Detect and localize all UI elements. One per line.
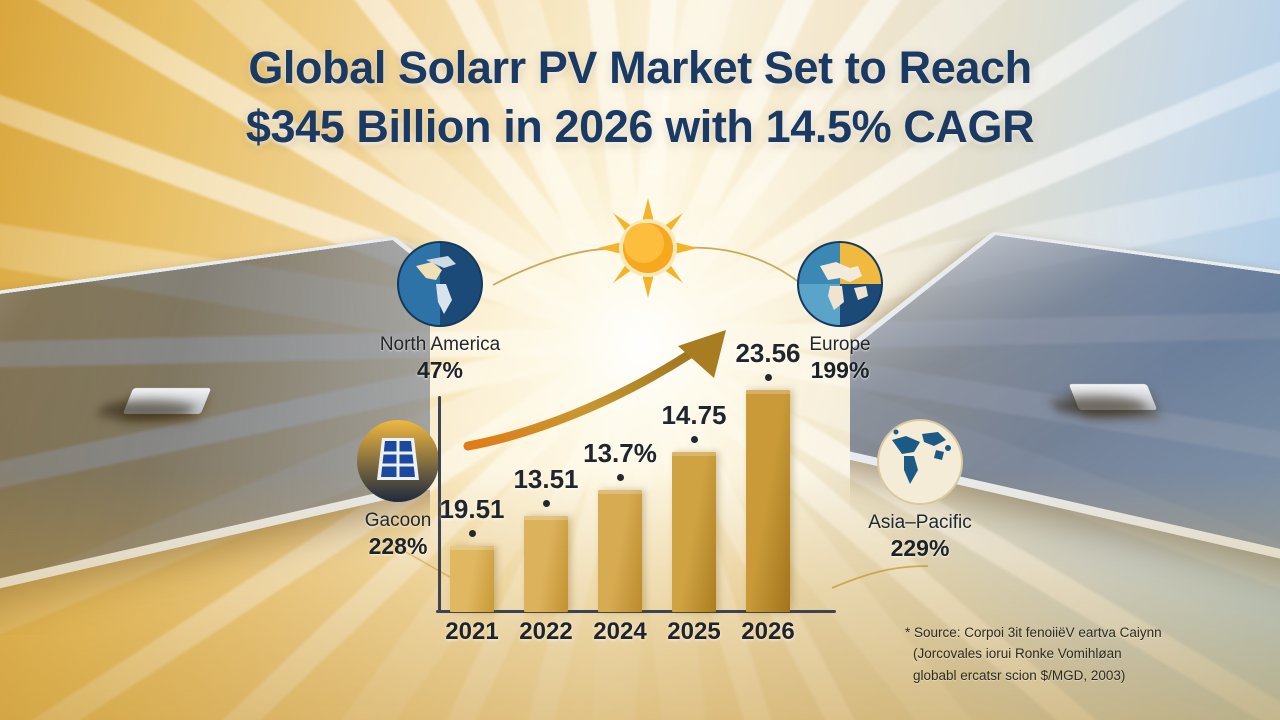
y-axis xyxy=(438,396,441,612)
x-axis-tick-label: 2024 xyxy=(593,618,647,645)
bar-value-dot xyxy=(691,436,698,443)
headline-line-1: Global Solarr PV Market Set to Reach xyxy=(248,42,1032,93)
bar xyxy=(524,516,568,612)
x-axis-tick-label: 2021 xyxy=(445,618,499,645)
bar-chart: 19.51 13.51 13.7% 14.75 23.56 2021 2022 2024 20… xyxy=(432,330,852,645)
bar xyxy=(672,452,716,612)
bar-value-label: 14.75 xyxy=(661,400,727,430)
callout-gacoon[interactable]: Gacoon 228% xyxy=(303,418,493,560)
callout-asia-pacific[interactable]: Asia–Pacific 229% xyxy=(825,418,1015,562)
callout-north-america[interactable]: North America 47% xyxy=(345,240,535,384)
bar-value-dot xyxy=(469,530,476,537)
source-line-2: (Jorcovales iorui Ronke Vomihløan xyxy=(913,646,1122,662)
headline-line-2: $345 Billion in 2026 with 14.5% CAGR xyxy=(245,101,1035,153)
source-line-1: * Source: Corpoi 3it fenoiiëV eartva Cai… xyxy=(905,625,1162,640)
x-axis-tick-label: 2025 xyxy=(667,618,721,645)
bar-value-label: 13.51 xyxy=(513,464,579,494)
solar-panel-icon xyxy=(357,420,439,502)
bar-value-dot xyxy=(765,374,772,381)
globe-world-icon xyxy=(877,419,963,505)
bar xyxy=(598,490,642,612)
callout-label: Asia–Pacific xyxy=(868,512,972,533)
bar-value-dot xyxy=(543,500,550,507)
bar-value-label: 23.56 xyxy=(735,338,801,368)
bar xyxy=(746,390,790,612)
callout-label: Gacoon xyxy=(364,510,432,531)
x-axis-tick-label: 2022 xyxy=(519,618,573,645)
callout-value: 228% xyxy=(368,533,428,559)
bar xyxy=(450,546,494,612)
panel-mount-left xyxy=(122,388,212,414)
callout-label: Europe xyxy=(809,334,871,355)
globe-eurasia-icon xyxy=(797,241,883,327)
page-title: Global Solarr PV Market Set to Reach $34… xyxy=(0,38,1280,157)
callout-value: 229% xyxy=(890,535,950,561)
x-axis-tick-label: 2026 xyxy=(741,618,795,645)
bar-value-label: 13.7% xyxy=(583,438,657,468)
bar-value-label: 19.51 xyxy=(439,494,505,524)
callout-value: 47% xyxy=(416,357,464,383)
panel-mount-right xyxy=(1068,384,1158,410)
bar-value-dot xyxy=(617,474,624,481)
callout-label: North America xyxy=(379,334,501,355)
sun-icon xyxy=(596,196,700,300)
source-line-3: globabl ercatsr scion $/MGD, 2003) xyxy=(913,667,1126,683)
source-note: * Source: Corpoi 3it fenoiiëV eartva Cai… xyxy=(905,622,1175,686)
globe-americas-icon xyxy=(397,241,483,327)
upward-trend-arrow-icon xyxy=(463,330,726,451)
callout-value: 199% xyxy=(810,357,870,383)
callout-europe[interactable]: Europe 199% xyxy=(745,240,935,384)
